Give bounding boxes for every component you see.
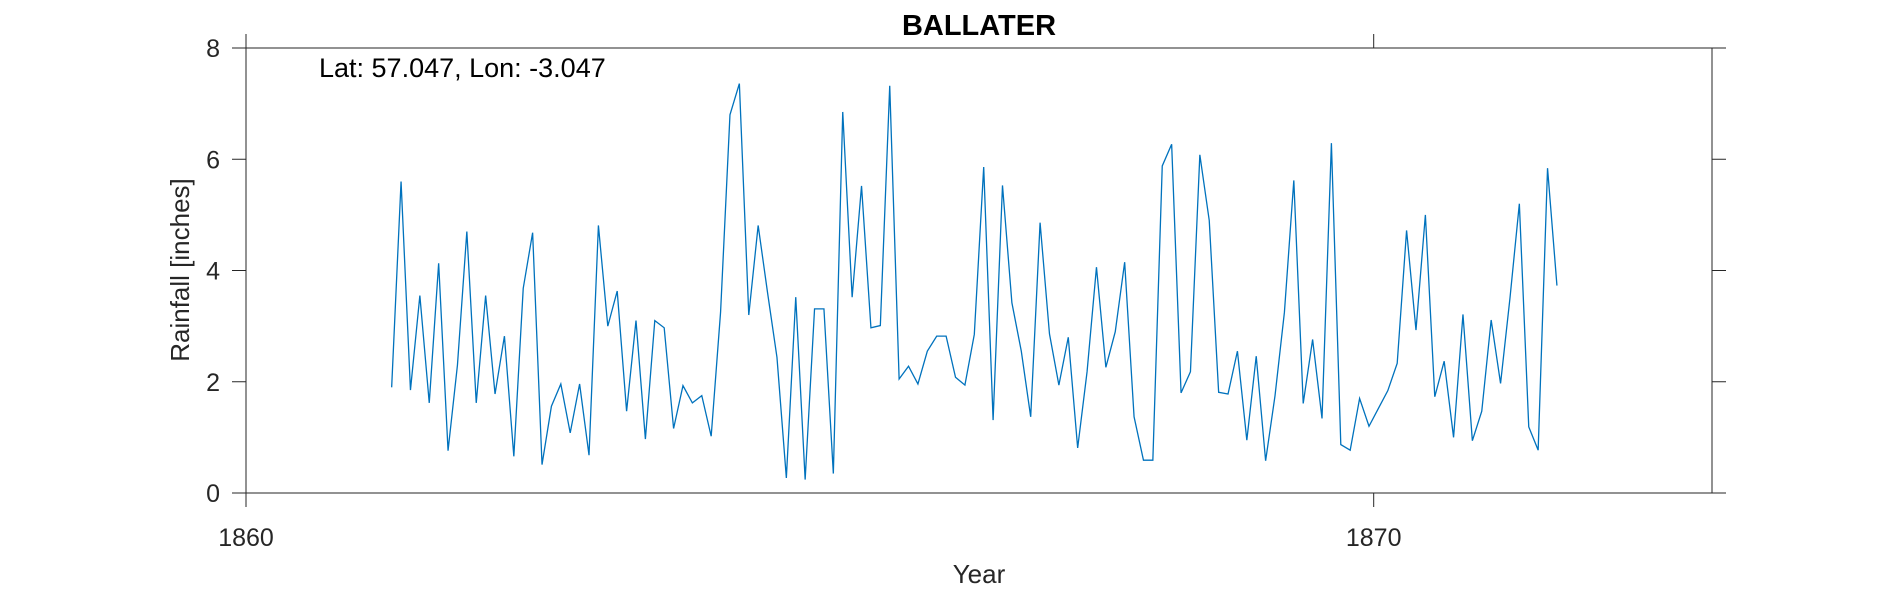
y-tick-label: 0 bbox=[206, 480, 220, 508]
y-tick-label: 2 bbox=[206, 369, 220, 397]
x-tick-label: 1860 bbox=[218, 524, 274, 552]
tick-labels: 0 2 4 6 8 1860 1870 bbox=[206, 35, 1401, 552]
axis-ticks bbox=[232, 34, 1726, 507]
y-tick-label: 8 bbox=[206, 35, 220, 63]
series-line bbox=[391, 83, 1558, 480]
location-annotation: Lat: 57.047, Lon: -3.047 bbox=[319, 53, 606, 83]
chart-title: BALLATER bbox=[902, 10, 1056, 42]
y-tick-label: 6 bbox=[206, 146, 220, 174]
y-tick-label: 4 bbox=[206, 258, 220, 286]
plot-area bbox=[245, 47, 1713, 494]
x-axis-title: Year bbox=[953, 559, 1006, 589]
y-axis-title: Rainfall [inches] bbox=[165, 178, 195, 362]
x-tick-label: 1870 bbox=[1346, 524, 1402, 552]
